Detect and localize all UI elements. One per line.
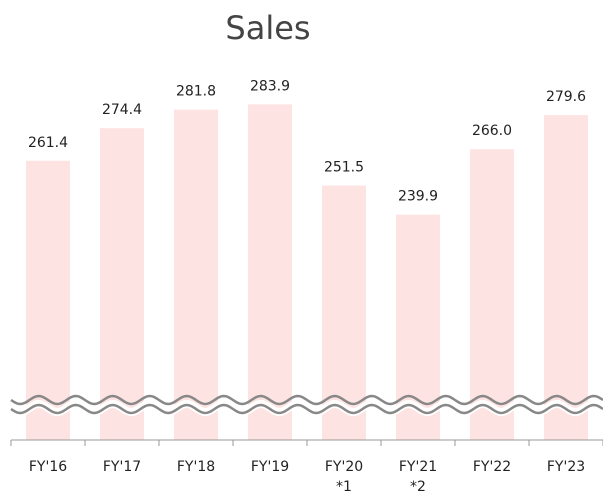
- x-tick-label: FY'16: [29, 459, 67, 475]
- x-tick-label: FY'18: [177, 459, 215, 475]
- x-tick-label: FY'17: [103, 459, 141, 475]
- value-label: 266.0: [472, 123, 512, 139]
- axis-break-line: [10, 394, 603, 406]
- x-tick-label: FY'21: [399, 459, 437, 475]
- bar: [544, 115, 588, 441]
- x-tick-label: FY'19: [251, 459, 289, 475]
- chart-title: Sales: [225, 9, 310, 47]
- value-label: 251.5: [324, 160, 364, 176]
- bar: [100, 128, 144, 441]
- value-label: 261.4: [28, 135, 68, 151]
- x-tick-label: FY'20: [325, 459, 363, 475]
- x-tick-label: FY'22: [473, 459, 511, 475]
- x-tick-label: FY'23: [547, 459, 585, 475]
- value-label: 281.8: [176, 84, 216, 100]
- bar: [470, 149, 514, 440]
- value-label: 239.9: [398, 189, 438, 205]
- value-label: 279.6: [546, 89, 586, 105]
- bar: [174, 109, 218, 440]
- bar: [248, 104, 292, 440]
- axis-break-line: [10, 403, 603, 415]
- category-note: *2: [410, 479, 426, 495]
- value-label: 283.9: [250, 78, 290, 94]
- value-label: 274.4: [102, 102, 142, 118]
- bar: [26, 160, 70, 441]
- category-note: *1: [336, 479, 352, 495]
